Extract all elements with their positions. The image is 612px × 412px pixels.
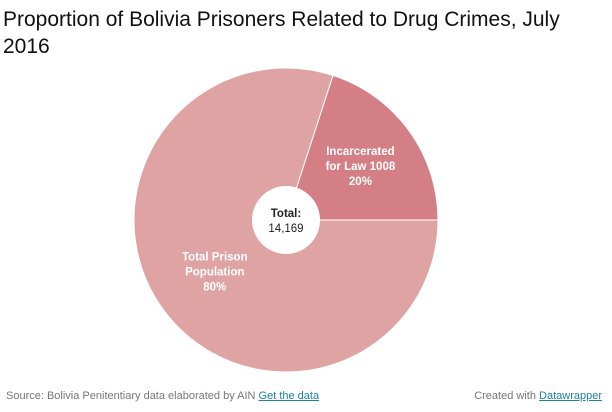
footer-source: Source: Bolivia Penitentiary data elabor… <box>6 390 319 402</box>
slice-label-1: Total Prison Population 80% <box>182 252 248 294</box>
slice-label-line-0-0: Incarcerated <box>326 146 394 158</box>
slice-label-line-0-1: for Law 1008 <box>326 161 396 173</box>
donut-chart: Incarcerated for Law 1008 20% Total Prison P… <box>133 67 439 373</box>
datawrapper-link[interactable]: Datawrapper <box>539 390 602 402</box>
chart-title: Proportion of Bolivia Prisoners Related … <box>3 8 560 58</box>
slice-label-line-1-1: Population <box>185 267 244 279</box>
slice-labels-group: Incarcerated for Law 1008 20% Total Prison P… <box>182 146 396 294</box>
slice-label-0: Incarcerated for Law 1008 20% <box>326 146 396 188</box>
source-text: Source: Bolivia Penitentiary data elabor… <box>6 390 259 402</box>
center-total-value: 14,169 <box>268 223 303 235</box>
center-total-title: Total: <box>271 208 301 220</box>
credit-text: Created with <box>474 390 540 402</box>
footer-credit: Created with Datawrapper <box>474 390 602 402</box>
slice-percent-0: 20% <box>349 176 372 188</box>
slice-percent-1: 80% <box>203 282 226 294</box>
donut-hole <box>252 186 320 254</box>
slice-0 <box>285 74 439 221</box>
slice-label-line-1-0: Total Prison <box>182 252 248 264</box>
get-the-data-link[interactable]: Get the data <box>258 390 320 402</box>
